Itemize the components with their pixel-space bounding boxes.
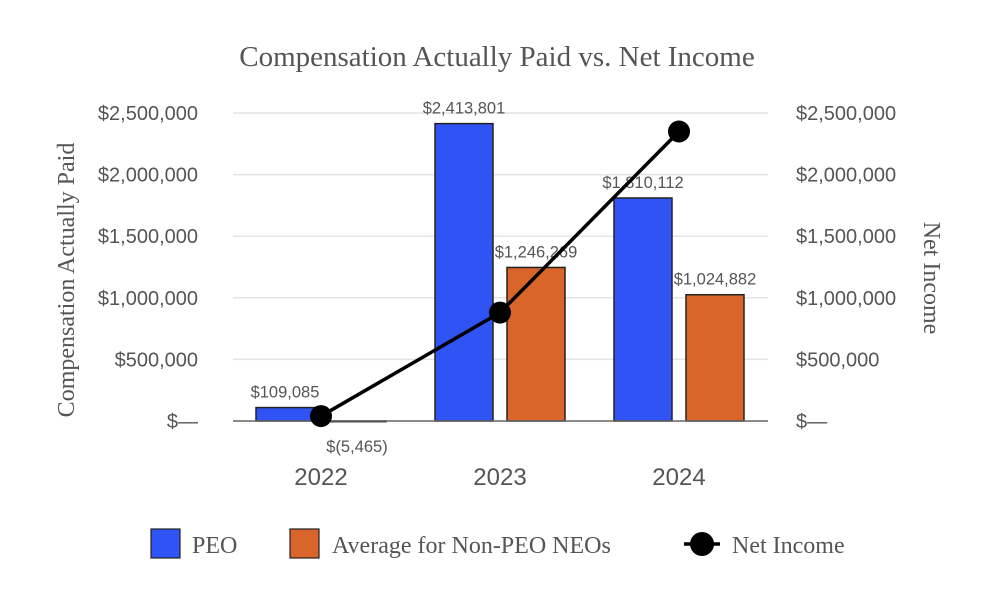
x-tick-label: 2022 bbox=[294, 464, 347, 491]
bar-non-peo-2023 bbox=[506, 266, 566, 422]
net-income-line bbox=[310, 120, 690, 428]
x-tick-label: 2024 bbox=[652, 464, 705, 491]
bar-value-label: $2,413,801 bbox=[423, 100, 506, 118]
right-tick-label: $2,000,000 bbox=[796, 165, 896, 187]
legend-item-peo: PEO bbox=[150, 528, 237, 559]
right-axis-label: Net Income bbox=[918, 222, 944, 335]
legend-swatch-non-peo-neos bbox=[289, 528, 320, 559]
left-tick-label: $1,000,000 bbox=[98, 288, 198, 310]
bar-value-label: $109,085 bbox=[251, 384, 320, 402]
right-tick-label: $500,000 bbox=[796, 349, 879, 371]
right-axis-ticks: $— $500,000 $1,000,000 $1,500,000 $2,000,000… bbox=[796, 103, 896, 433]
bar-value-label: $1,810,112 bbox=[602, 174, 683, 192]
left-tick-label: $2,000,000 bbox=[98, 165, 198, 187]
legend-label-peo: PEO bbox=[192, 533, 237, 559]
chart-title: Compensation Actually Paid vs. Net Incom… bbox=[239, 41, 754, 73]
bar-peo-2022 bbox=[255, 406, 315, 422]
right-tick-label: $— bbox=[796, 411, 827, 433]
legend-swatch-peo bbox=[150, 528, 181, 559]
left-tick-label: $2,500,000 bbox=[98, 103, 198, 125]
bar-value-labels: $109,085$(5,465)$2,413,801$1,246,269$1,8… bbox=[251, 100, 757, 456]
bar-peo-2024 bbox=[613, 197, 673, 422]
legend: PEO Average for Non-PEO NEOs Net Income bbox=[150, 528, 845, 559]
legend-item-non-peo-neos: Average for Non-PEO NEOs bbox=[289, 528, 611, 559]
bar-value-label: $1,024,882 bbox=[674, 271, 757, 289]
bar-value-label: $(5,465) bbox=[326, 438, 387, 456]
x-tick-label: 2023 bbox=[473, 464, 526, 491]
right-tick-label: $2,500,000 bbox=[796, 103, 896, 125]
legend-label-net-income: Net Income bbox=[732, 533, 845, 559]
right-tick-label: $1,500,000 bbox=[796, 226, 896, 248]
legend-marker-net-income bbox=[690, 532, 714, 556]
bars bbox=[255, 122, 745, 423]
left-tick-label: $500,000 bbox=[115, 349, 198, 371]
net-income-point bbox=[668, 120, 690, 143]
gridlines bbox=[233, 112, 768, 361]
bar-peo-2023 bbox=[434, 122, 494, 422]
right-tick-label: $1,000,000 bbox=[796, 288, 896, 310]
x-axis-ticks: 2022 2023 2024 bbox=[294, 464, 705, 491]
left-axis-ticks: $— $500,000 $1,000,000 $1,500,000 $2,000,000… bbox=[98, 103, 198, 433]
left-tick-label: $— bbox=[167, 411, 198, 433]
legend-label-non-peo-neos: Average for Non-PEO NEOs bbox=[332, 533, 611, 559]
bar-non-peo-2024 bbox=[685, 293, 745, 422]
left-axis-label: Compensation Actually Paid bbox=[54, 143, 80, 418]
legend-item-net-income: Net Income bbox=[684, 532, 845, 559]
left-tick-label: $1,500,000 bbox=[98, 226, 198, 248]
net-income-point bbox=[310, 405, 332, 428]
net-income-point bbox=[489, 301, 511, 324]
